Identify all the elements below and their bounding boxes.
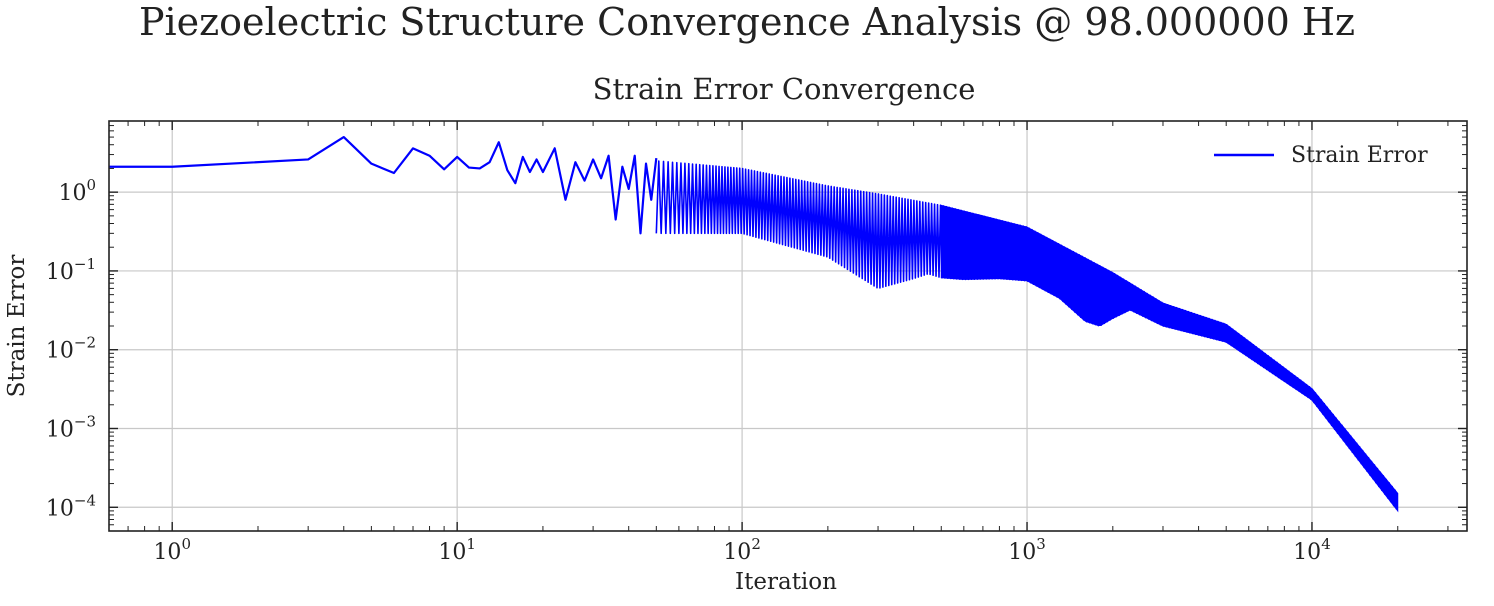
x-tick-labels: 100 101 102 103 104	[153, 535, 1330, 565]
y-tick-label: 10−4	[46, 491, 96, 521]
plot-area	[109, 135, 1399, 513]
minor-ticks	[108, 120, 1467, 532]
y-tick-labels: 100 10−1 10−2 10−3 10−4	[46, 176, 96, 521]
y-tick-label: 10−3	[46, 413, 96, 443]
series-dense-band	[940, 204, 1399, 513]
x-tick-label: 103	[1008, 535, 1046, 565]
figure-suptitle: Piezoelectric Structure Convergence Anal…	[138, 0, 1356, 44]
y-tick-label: 10−2	[46, 334, 96, 364]
grid-lines	[109, 121, 1467, 531]
x-tick-label: 104	[1293, 535, 1331, 565]
series-strain-error	[109, 135, 1399, 513]
y-tick-label: 100	[58, 176, 96, 206]
series-line-early	[109, 135, 658, 235]
y-axis-label: Strain Error	[4, 255, 30, 398]
major-ticks	[109, 121, 1467, 531]
x-tick-label: 100	[153, 535, 191, 565]
x-tick-label: 101	[438, 535, 476, 565]
legend-label-strain-error: Strain Error	[1291, 143, 1428, 168]
plot-frame	[108, 120, 1468, 532]
x-tick-label: 102	[723, 535, 761, 565]
y-tick-label: 10−1	[46, 255, 96, 285]
chart-title: Strain Error Convergence	[593, 72, 976, 106]
legend: Strain Error	[1214, 143, 1428, 168]
x-axis-label: Iteration	[735, 569, 837, 595]
